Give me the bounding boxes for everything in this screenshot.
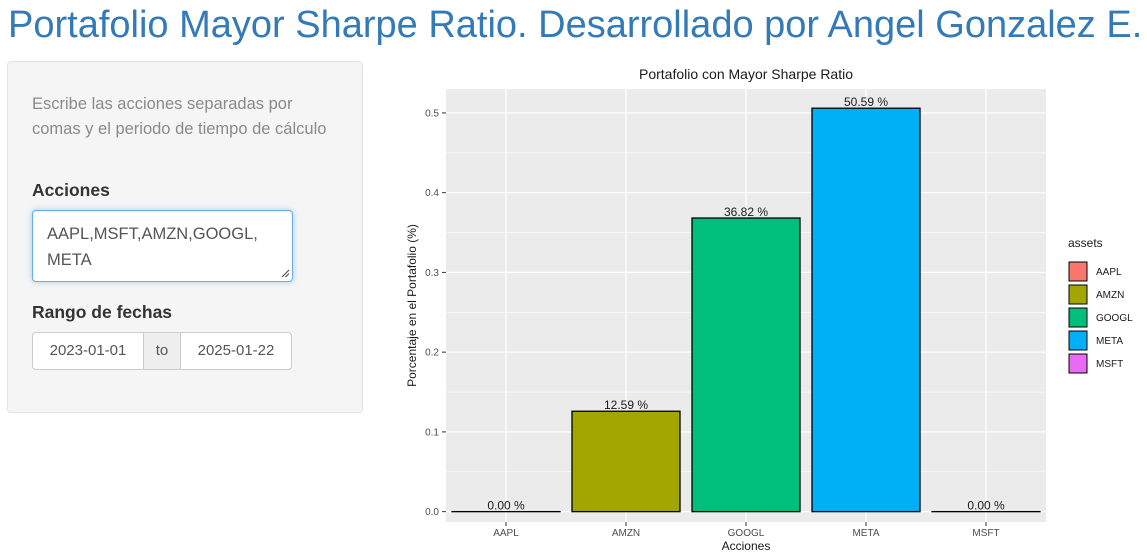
legend-label: MSFT — [1096, 359, 1123, 370]
legend-key-googl — [1068, 307, 1088, 328]
y-tick-label: 0.2 — [425, 348, 439, 359]
legend-label: AMZN — [1096, 290, 1124, 301]
bar-value-label: 12.59 % — [604, 398, 648, 412]
x-tick-label: META — [852, 528, 879, 539]
bar-meta — [811, 107, 921, 513]
bar-value-label: 0.00 % — [487, 499, 525, 513]
date-end-input[interactable]: 2025-01-22 — [180, 332, 292, 370]
legend-key-aapl — [1068, 261, 1088, 282]
bar-chart-svg: 0.0 0.1 0.2 0.3 0.4 0.5 0.00 % 12.59 % 36.82 % 50… — [405, 66, 1133, 553]
resize-grip-icon[interactable] — [280, 268, 290, 278]
y-tick-label: 0.1 — [425, 427, 439, 438]
chart-title: Portafolio con Mayor Sharpe Ratio — [639, 66, 853, 82]
help-text: Escribe las acciones separadas por comas… — [32, 95, 327, 138]
sidebar-panel: Escribe las acciones separadas por comas… — [7, 61, 363, 413]
legend-key-amzn — [1068, 284, 1088, 305]
date-range-label: Rango de fechas — [32, 302, 173, 322]
y-tick-label: 0.0 — [425, 507, 439, 518]
date-range-separator: to — [143, 332, 181, 370]
legend-label: AAPL — [1096, 267, 1122, 278]
page-title: Portafolio Mayor Sharpe Ratio. Desarroll… — [8, 4, 1143, 46]
stocks-label: Acciones — [32, 180, 110, 200]
x-tick-label: GOOGL — [728, 528, 765, 539]
y-tick-label: 0.4 — [425, 188, 439, 199]
legend-key-msft — [1068, 353, 1088, 374]
portfolio-chart: 0.0 0.1 0.2 0.3 0.4 0.5 0.00 % 12.59 % 36.82 % 50… — [398, 60, 1147, 559]
x-tick-label: MSFT — [972, 528, 999, 539]
bar-value-label: 50.59 % — [844, 95, 888, 109]
x-axis-title: Acciones — [722, 539, 771, 553]
y-tick-label: 0.3 — [425, 268, 439, 279]
legend-label: GOOGL — [1096, 313, 1133, 324]
bar-value-label: 36.82 % — [724, 205, 768, 219]
legend-title: assets — [1068, 236, 1103, 250]
bar-googl — [691, 217, 801, 513]
bar-value-label: 0.00 % — [967, 499, 1005, 513]
y-axis-title: Porcentaje en el Portafolio (%) — [405, 224, 419, 387]
x-tick-label: AMZN — [612, 528, 640, 539]
date-start-input[interactable]: 2023-01-01 — [32, 332, 144, 370]
legend-key-meta — [1068, 330, 1088, 351]
stocks-input[interactable] — [32, 210, 293, 282]
legend-label: META — [1096, 336, 1123, 347]
y-tick-label: 0.5 — [425, 108, 439, 119]
bar-amzn — [571, 410, 681, 513]
x-tick-label: AAPL — [493, 528, 519, 539]
